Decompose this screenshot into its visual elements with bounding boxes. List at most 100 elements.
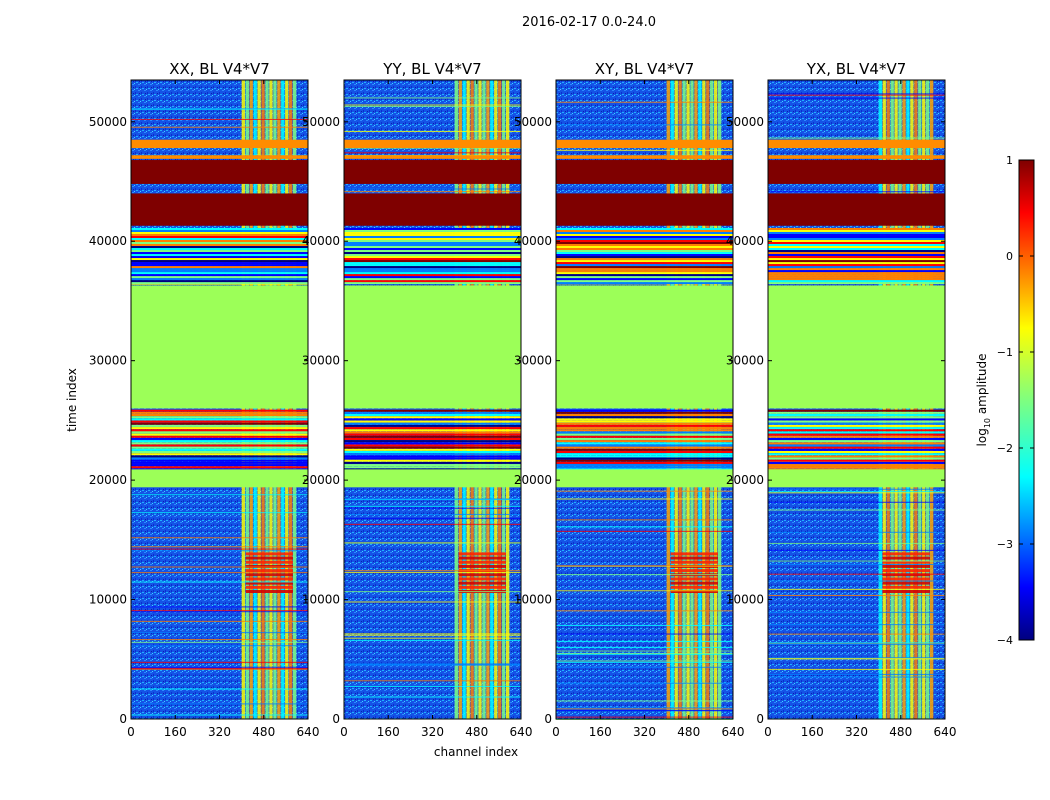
high-amplitude-row xyxy=(245,590,293,594)
flag-row xyxy=(556,231,733,234)
colorbar-tick-label: −2 xyxy=(997,442,1013,455)
x-tick-label: 320 xyxy=(208,725,231,739)
time-row-line xyxy=(768,658,945,660)
time-row-line xyxy=(131,537,308,539)
x-tick-label: 640 xyxy=(297,725,320,739)
flag-row xyxy=(344,266,521,269)
flag-row xyxy=(344,262,521,265)
flag-row xyxy=(344,274,521,277)
flag-row xyxy=(344,237,521,240)
time-row-line xyxy=(131,661,308,663)
saturated-block xyxy=(768,160,945,184)
time-row-line xyxy=(768,564,945,566)
flag-row xyxy=(344,231,521,234)
time-row-line xyxy=(131,610,308,612)
x-tick-label: 480 xyxy=(677,725,700,739)
flag-row xyxy=(768,409,945,412)
high-amplitude-row xyxy=(882,577,930,581)
flag-row xyxy=(768,420,945,423)
time-row-line xyxy=(131,581,308,583)
flag-row xyxy=(344,464,521,467)
flag-row xyxy=(768,437,945,440)
time-row-line xyxy=(131,126,308,128)
time-row-line xyxy=(344,685,521,687)
y-tick-label: 40000 xyxy=(514,234,552,248)
flag-row xyxy=(556,464,733,467)
flag-row xyxy=(768,466,945,469)
time-row-line xyxy=(768,93,945,95)
y-tick-label: 30000 xyxy=(89,354,127,368)
x-tick-label: 0 xyxy=(340,725,348,739)
time-row-line xyxy=(556,610,733,612)
flag-row xyxy=(131,264,308,267)
high-amplitude-row xyxy=(458,552,506,556)
flag-row xyxy=(768,227,945,230)
colorbar-tick-label: −1 xyxy=(997,346,1013,359)
flag-row xyxy=(131,446,308,449)
time-row-line xyxy=(344,147,521,149)
flat-block xyxy=(344,285,521,409)
time-row-line xyxy=(344,152,521,154)
time-row-line xyxy=(344,634,521,636)
flag-row xyxy=(131,416,308,419)
y-tick-label: 50000 xyxy=(302,115,340,129)
colorbar: 10−1−2−3−4 log10 amplitude xyxy=(975,154,1035,647)
x-tick-label: 640 xyxy=(934,725,957,739)
panel-title: YX, BL V4*V7 xyxy=(806,60,907,78)
panel-1: XX, BL V4*V7 0 160 320 480 640 0 10000 20000 3000… xyxy=(89,60,320,739)
flag-row xyxy=(768,459,945,462)
y-tick-label: 30000 xyxy=(726,354,764,368)
flag-row xyxy=(556,446,733,449)
y-tick-label: 20000 xyxy=(302,473,340,487)
time-row-line xyxy=(556,633,733,635)
flag-row xyxy=(556,414,733,417)
time-row-line xyxy=(556,526,733,528)
flag-row xyxy=(344,246,521,249)
time-row-line xyxy=(768,624,945,626)
flag-row xyxy=(344,444,521,447)
flag-row xyxy=(344,280,521,283)
time-row-line xyxy=(131,550,308,552)
time-row-line xyxy=(344,680,521,682)
flag-row xyxy=(768,231,945,234)
time-row-line xyxy=(768,588,945,590)
time-row-line xyxy=(131,108,308,110)
flag-row xyxy=(556,431,733,434)
flag-row xyxy=(344,258,521,261)
flag-row xyxy=(556,282,733,285)
flag-row xyxy=(768,457,945,460)
x-tick-label: 0 xyxy=(552,725,560,739)
flag-row xyxy=(131,274,308,277)
heatmap-image xyxy=(768,80,945,719)
x-tick-label: 640 xyxy=(510,725,533,739)
y-tick-label: 50000 xyxy=(726,115,764,129)
flag-row xyxy=(344,270,521,273)
flag-row xyxy=(768,235,945,238)
time-row-line xyxy=(556,574,733,576)
flag-row xyxy=(344,278,521,281)
flag-row xyxy=(131,246,308,249)
flag-row xyxy=(768,268,945,271)
time-row-line xyxy=(768,580,945,582)
flag-row xyxy=(344,431,521,434)
time-row-line xyxy=(556,625,733,627)
high-amplitude-row xyxy=(670,560,718,564)
flag-row xyxy=(344,260,521,263)
flag-row xyxy=(131,239,308,242)
high-amplitude-row xyxy=(882,569,930,573)
flag-row xyxy=(556,248,733,251)
flag-row xyxy=(131,437,308,440)
flag-row xyxy=(768,431,945,434)
flag-row xyxy=(131,227,308,230)
flag-row xyxy=(768,246,945,249)
flag-row xyxy=(556,416,733,419)
flag-row xyxy=(768,453,945,456)
flag-row xyxy=(131,258,308,261)
time-row-line xyxy=(344,130,521,132)
colorbar-tick-label: 1 xyxy=(1006,154,1013,167)
flag-row xyxy=(131,235,308,238)
time-row-line xyxy=(344,507,521,509)
saturated-block xyxy=(131,160,308,184)
flag-row xyxy=(131,455,308,458)
time-row-line xyxy=(768,657,945,659)
